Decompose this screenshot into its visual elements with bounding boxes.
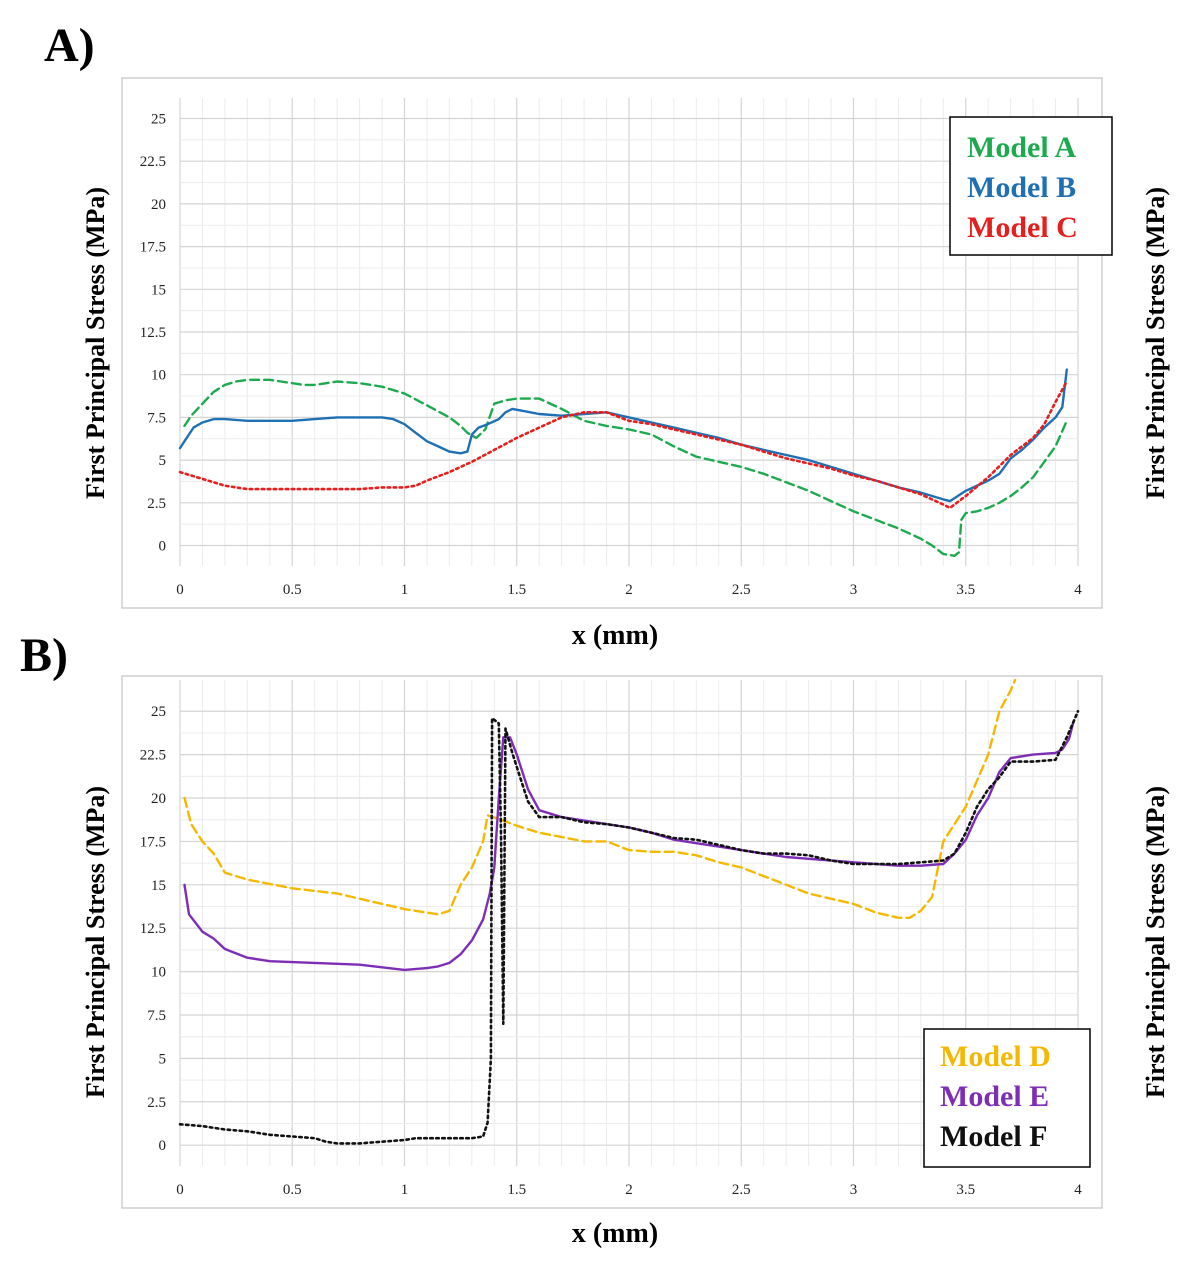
- chart-b-x-tick-label: 2.5: [732, 1182, 751, 1198]
- chart-a-y-tick-label: 25: [151, 111, 166, 127]
- chart-a-series-model-c: [178, 380, 1069, 510]
- panel-label-a: A): [44, 19, 95, 72]
- chart-a-y-tick-label: 22.5: [140, 154, 166, 170]
- legend-model-a: Model A: [967, 131, 1076, 164]
- chart-b-y-tick-label: 17.5: [140, 834, 166, 850]
- chart-a-x-tick-label: 3: [850, 582, 858, 598]
- chart-b-series-model-e: [183, 720, 1075, 972]
- chart-a-y-tick-label: 10: [151, 368, 166, 384]
- chart-a-legend-box: [949, 116, 1113, 256]
- chart-b-legend: Model D Model E Model F: [923, 1028, 1091, 1168]
- chart-a-x-tick-label: 1.5: [507, 582, 526, 598]
- chart-b-y-tick-label: 22.5: [140, 748, 166, 764]
- chart-a-series-model-b: [178, 368, 1069, 503]
- legend-model-b: Model B: [967, 171, 1076, 204]
- chart-a-y-tick-label: 2.5: [147, 496, 166, 512]
- chart-a-y-tick-label: 7.5: [147, 410, 166, 426]
- chart-b-y-tick-label: 2.5: [147, 1095, 166, 1111]
- chart-b-x-tick-label: 4: [1074, 1182, 1082, 1198]
- chart-b-legend-box: [923, 1028, 1091, 1168]
- chart-a-x-tick-label: 0: [176, 582, 184, 598]
- legend-model-f: Model F: [940, 1120, 1047, 1153]
- chart-a-y-tick-label: 17.5: [140, 240, 166, 256]
- chart-a-legend: Model A Model B Model C: [949, 116, 1113, 256]
- chart-a-y-tick-label: 12.5: [140, 325, 166, 341]
- chart-a-x-tick-label: 2.5: [732, 582, 751, 598]
- chart-a-y-tick-label: 20: [151, 197, 166, 213]
- chart-a-y-tick-label: 0: [159, 539, 167, 555]
- chart-a-x-tick-label: 2: [625, 582, 633, 598]
- chart-b-x-tick-label: 1: [401, 1182, 409, 1198]
- chart-b-y-tick-label: 7.5: [147, 1008, 166, 1024]
- chart-a-x-tick-label: 0.5: [283, 582, 302, 598]
- chart-b-x-tick-label: 0.5: [283, 1182, 302, 1198]
- chart-b-x-tick-label: 0: [176, 1182, 184, 1198]
- chart-a-frame: [121, 77, 1103, 609]
- chart-b-y-tick-label: 12.5: [140, 921, 166, 937]
- chart-b-x-tick-label: 3.5: [956, 1182, 975, 1198]
- chart-b-x-axis-label: x (mm): [571, 1218, 659, 1249]
- chart-b-y-tick-label: 20: [151, 791, 166, 807]
- chart-b-y-tick-label: 15: [151, 878, 166, 894]
- chart-b-y-tick-label: 0: [159, 1138, 167, 1154]
- chart-b-y-tick-label: 10: [151, 965, 166, 981]
- legend-model-e: Model E: [940, 1080, 1049, 1113]
- chart-a-x-axis-label: x (mm): [571, 620, 659, 651]
- chart-b-series-model-d: [183, 678, 1017, 919]
- chart-b-y-tick-label: 5: [159, 1051, 167, 1067]
- legend-model-d: Model D: [940, 1040, 1051, 1073]
- chart-a-x-tick-label: 1: [401, 582, 409, 598]
- chart-b-series-model-f: [178, 709, 1080, 1145]
- chart-b-y-tick-label: 25: [151, 704, 166, 720]
- legend-model-c: Model C: [967, 211, 1078, 244]
- chart-a-x-tick-label: 3.5: [956, 582, 975, 598]
- chart-a-x-tick-label: 4: [1074, 582, 1082, 598]
- chart-a-y-tick-label: 15: [151, 282, 166, 298]
- chart-a-y-tick-label: 5: [159, 453, 167, 469]
- chart-b-x-tick-label: 1.5: [507, 1182, 526, 1198]
- chart-b-x-tick-label: 2: [625, 1182, 633, 1198]
- panel-label-b: B): [20, 629, 68, 682]
- chart-a-series-model-a: [183, 378, 1069, 557]
- chart-b-x-tick-label: 3: [850, 1182, 858, 1198]
